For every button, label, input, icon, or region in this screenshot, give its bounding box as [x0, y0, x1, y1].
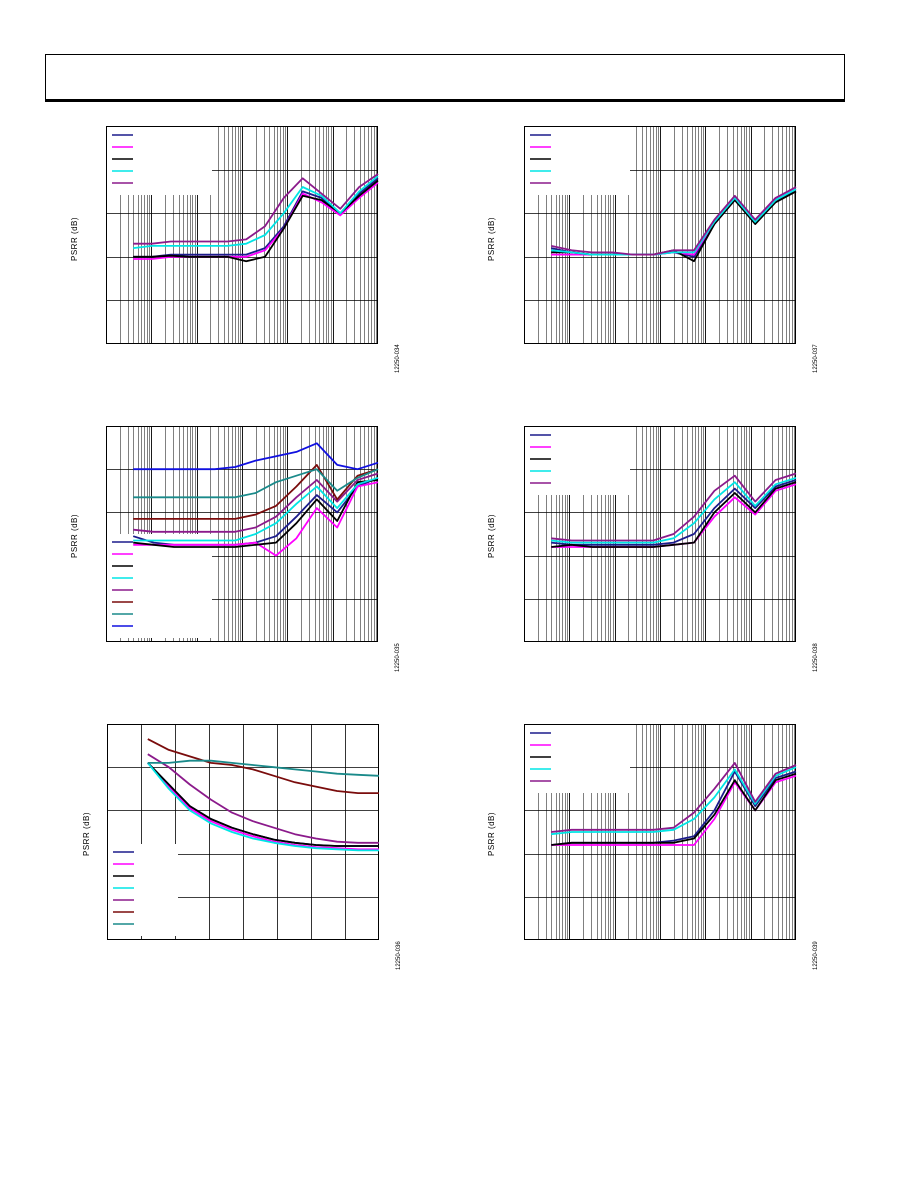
figure-id: 12250-039	[813, 941, 819, 970]
series-line	[551, 476, 797, 544]
legend-box	[525, 427, 630, 495]
psrr-chart-4	[524, 426, 797, 642]
series-line	[133, 476, 379, 542]
series-line	[133, 481, 379, 557]
y-axis-label: PSRR (dB)	[487, 216, 496, 261]
psrr-chart-6	[524, 724, 797, 940]
series-line	[551, 766, 797, 836]
page-header-box	[45, 54, 845, 102]
series-line	[147, 753, 379, 844]
series-line	[147, 762, 379, 851]
series-line	[551, 186, 797, 256]
series-line	[133, 173, 379, 245]
series-line	[133, 175, 379, 249]
series-line	[551, 772, 797, 846]
figure-id: 12250-038	[813, 643, 819, 672]
series-line	[133, 479, 379, 548]
series-line	[551, 762, 797, 833]
psrr-chart-1	[106, 126, 379, 344]
y-axis-label: PSRR (dB)	[82, 811, 91, 856]
series-line	[551, 479, 797, 546]
series-line	[133, 182, 379, 260]
figure-id: 12250-034	[395, 344, 401, 373]
figure-id: 12250-037	[813, 344, 819, 373]
series-line	[551, 472, 797, 542]
series-line	[133, 464, 379, 520]
y-axis-label: PSRR (dB)	[487, 811, 496, 856]
psrr-chart-5	[107, 724, 380, 940]
y-axis-label: PSRR (dB)	[70, 216, 79, 261]
series-line	[147, 762, 379, 852]
legend-box	[107, 534, 212, 638]
legend-box	[107, 127, 212, 195]
figure-id: 12250-035	[395, 643, 401, 672]
legend-box	[108, 844, 178, 936]
series-line	[147, 762, 379, 847]
series-line	[133, 442, 379, 471]
series-line	[551, 481, 797, 548]
psrr-chart-3	[106, 426, 379, 642]
series-line	[133, 468, 379, 499]
legend-box	[525, 725, 630, 793]
legend-box	[525, 127, 630, 195]
series-line	[147, 738, 379, 794]
y-axis-label: PSRR (dB)	[487, 513, 496, 558]
psrr-chart-2	[524, 126, 797, 344]
y-axis-label: PSRR (dB)	[70, 513, 79, 558]
figure-id: 12250-036	[396, 941, 402, 970]
series-line	[147, 759, 380, 777]
series-line	[551, 188, 797, 256]
series-line	[133, 472, 379, 533]
